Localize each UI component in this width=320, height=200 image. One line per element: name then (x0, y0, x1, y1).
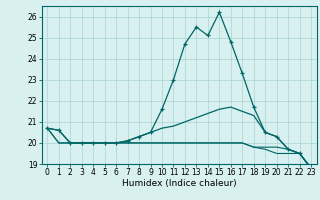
X-axis label: Humidex (Indice chaleur): Humidex (Indice chaleur) (122, 179, 236, 188)
